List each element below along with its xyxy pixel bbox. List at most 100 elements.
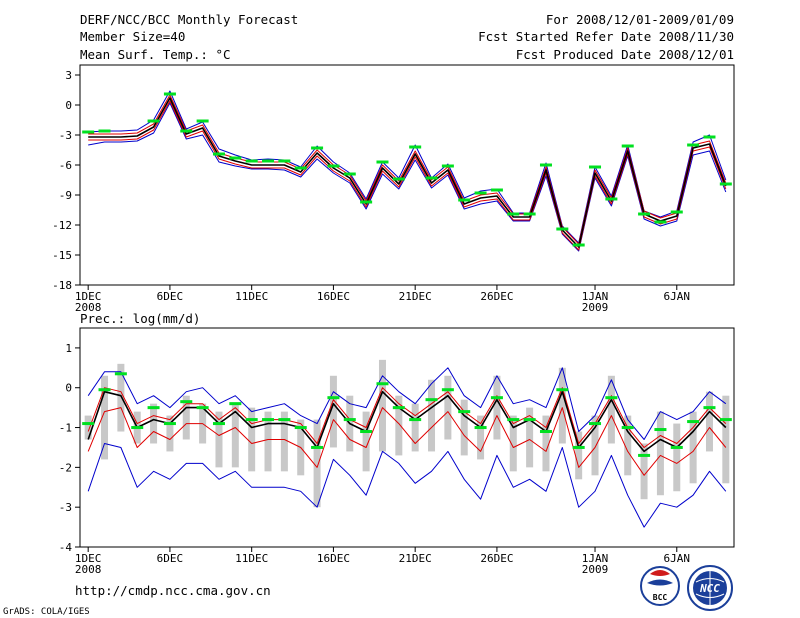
precip-range-bar (722, 395, 730, 484)
temp-series-spread-0 (88, 94, 727, 245)
precip-series-spread-1 (87, 407, 727, 476)
temp-member-marker (180, 129, 193, 133)
temp-xtick-label-5: 26DEC (480, 290, 513, 303)
precip-member-marker (343, 418, 356, 422)
temp-xtick-label-2: 11DEC (235, 290, 268, 303)
precip-xtick-label-6: 1JAN (582, 552, 609, 565)
temp-member-marker (229, 156, 242, 160)
precip-series-extreme-1 (87, 443, 727, 528)
source-url[interactable]: http://cmdp.ncc.cma.gov.cn (75, 583, 271, 598)
precip-range-bar (215, 411, 223, 468)
temp-member-marker (572, 243, 585, 247)
temp-member-marker (507, 212, 520, 216)
temp-ytick-label-2: -3 (59, 129, 72, 142)
precip-member-marker (556, 388, 569, 392)
temp-member-marker (82, 130, 95, 134)
precip-range-bar (166, 415, 174, 452)
precip-xtick-label-1: 6DEC (157, 552, 184, 565)
temp-member-marker (654, 220, 667, 224)
temp-member-marker (245, 159, 258, 163)
precip-range-bar (656, 411, 664, 496)
precip-range-bar (264, 411, 272, 472)
precip-member-marker (98, 388, 111, 392)
temp-member-marker (147, 119, 160, 123)
temp-xtick-label-1: 6DEC (157, 290, 184, 303)
temp-member-marker (556, 227, 569, 231)
precip-member-marker (409, 418, 422, 422)
precip-member-marker (294, 426, 307, 430)
temp-ytick-label-0: 3 (65, 69, 72, 82)
precip-xtick-year-0: 2008 (75, 563, 102, 576)
precip-member-marker (703, 406, 716, 410)
ncc-logo-text: NCC (699, 582, 720, 595)
temp-member-marker (327, 164, 340, 168)
precip-range-bar (705, 391, 713, 452)
precip-member-marker (196, 406, 209, 410)
temp-ytick-label-3: -6 (59, 159, 72, 172)
precip-member-marker (180, 400, 193, 404)
bcc-logo-ring (640, 566, 680, 606)
precip-range-bar (558, 367, 566, 444)
precip-member-marker (212, 422, 225, 426)
member-size-label: Member Size=40 (80, 29, 185, 44)
bcc-logo-swirl-red (650, 570, 670, 576)
precip-member-marker (523, 418, 536, 422)
precip-range-bar (231, 403, 239, 468)
precip-range-bar (329, 375, 337, 448)
precip-member-marker (490, 396, 503, 400)
precip-range-bar (248, 407, 256, 472)
precip-ytick-label-1: 0 (65, 382, 72, 395)
precip-member-marker (687, 420, 700, 424)
precip-range-bar (444, 375, 452, 440)
precip-range-bar (673, 423, 681, 492)
precip-series-mean-0 (87, 390, 727, 453)
temp-series-extreme-0 (88, 90, 727, 244)
bcc-logo: BCC (640, 566, 680, 606)
precip-member-marker (163, 422, 176, 426)
precip-member-marker (82, 422, 95, 426)
precip-member-marker (474, 426, 487, 430)
precip-member-marker (605, 396, 618, 400)
precip-member-marker (572, 445, 585, 449)
precip-range-bar (493, 375, 501, 440)
precip-member-marker (425, 398, 438, 402)
precip-xtick-label-2: 11DEC (235, 552, 268, 565)
precip-range-bar (460, 399, 468, 456)
precip-xtick-label-3: 16DEC (317, 552, 350, 565)
forecast-period: For 2008/12/01-2009/01/09 (546, 12, 734, 27)
forecast-produced-date: Fcst Produced Date 2008/12/01 (516, 47, 734, 62)
precip-member-marker (507, 418, 520, 422)
bcc-logo-text: BCC (653, 593, 668, 602)
precip-member-marker (654, 428, 667, 432)
ncc-logo: NCC (687, 565, 733, 611)
temp-member-marker (539, 163, 552, 167)
temp-member-marker (589, 165, 602, 169)
temp-member-marker (262, 159, 275, 163)
temp-series-mean-0 (88, 97, 727, 248)
temp-member-marker (719, 182, 732, 186)
temp-member-marker (703, 135, 716, 139)
precip-range-bar (689, 411, 697, 484)
precip-range-bar (395, 395, 403, 456)
temp-series-spread-1 (88, 100, 727, 251)
temp-member-marker (294, 166, 307, 170)
chart-title: DERF/NCC/BCC Monthly Forecast (80, 12, 298, 27)
precip-member-marker (229, 402, 242, 406)
temp-xtick-year-0: 2008 (75, 301, 102, 314)
temp-plot-frame (79, 64, 735, 286)
precip-range-bar (640, 443, 648, 500)
precip-member-marker (621, 426, 634, 430)
precip-member-marker (376, 382, 389, 386)
temp-xtick-label-0: 1DEC (75, 290, 102, 303)
precip-range-bar (575, 431, 583, 480)
temp-member-marker (376, 160, 389, 164)
precip-series-spread-0 (87, 387, 727, 448)
precip-panel-title: Prec.: log(mm/d) (80, 311, 200, 326)
precip-xtick-label-7: 6JAN (664, 552, 691, 565)
temp-member-marker (343, 172, 356, 176)
precip-range-bar (101, 375, 109, 460)
precip-range-bar (542, 415, 550, 472)
precip-member-marker (131, 426, 144, 430)
precip-range-bar (411, 403, 419, 452)
